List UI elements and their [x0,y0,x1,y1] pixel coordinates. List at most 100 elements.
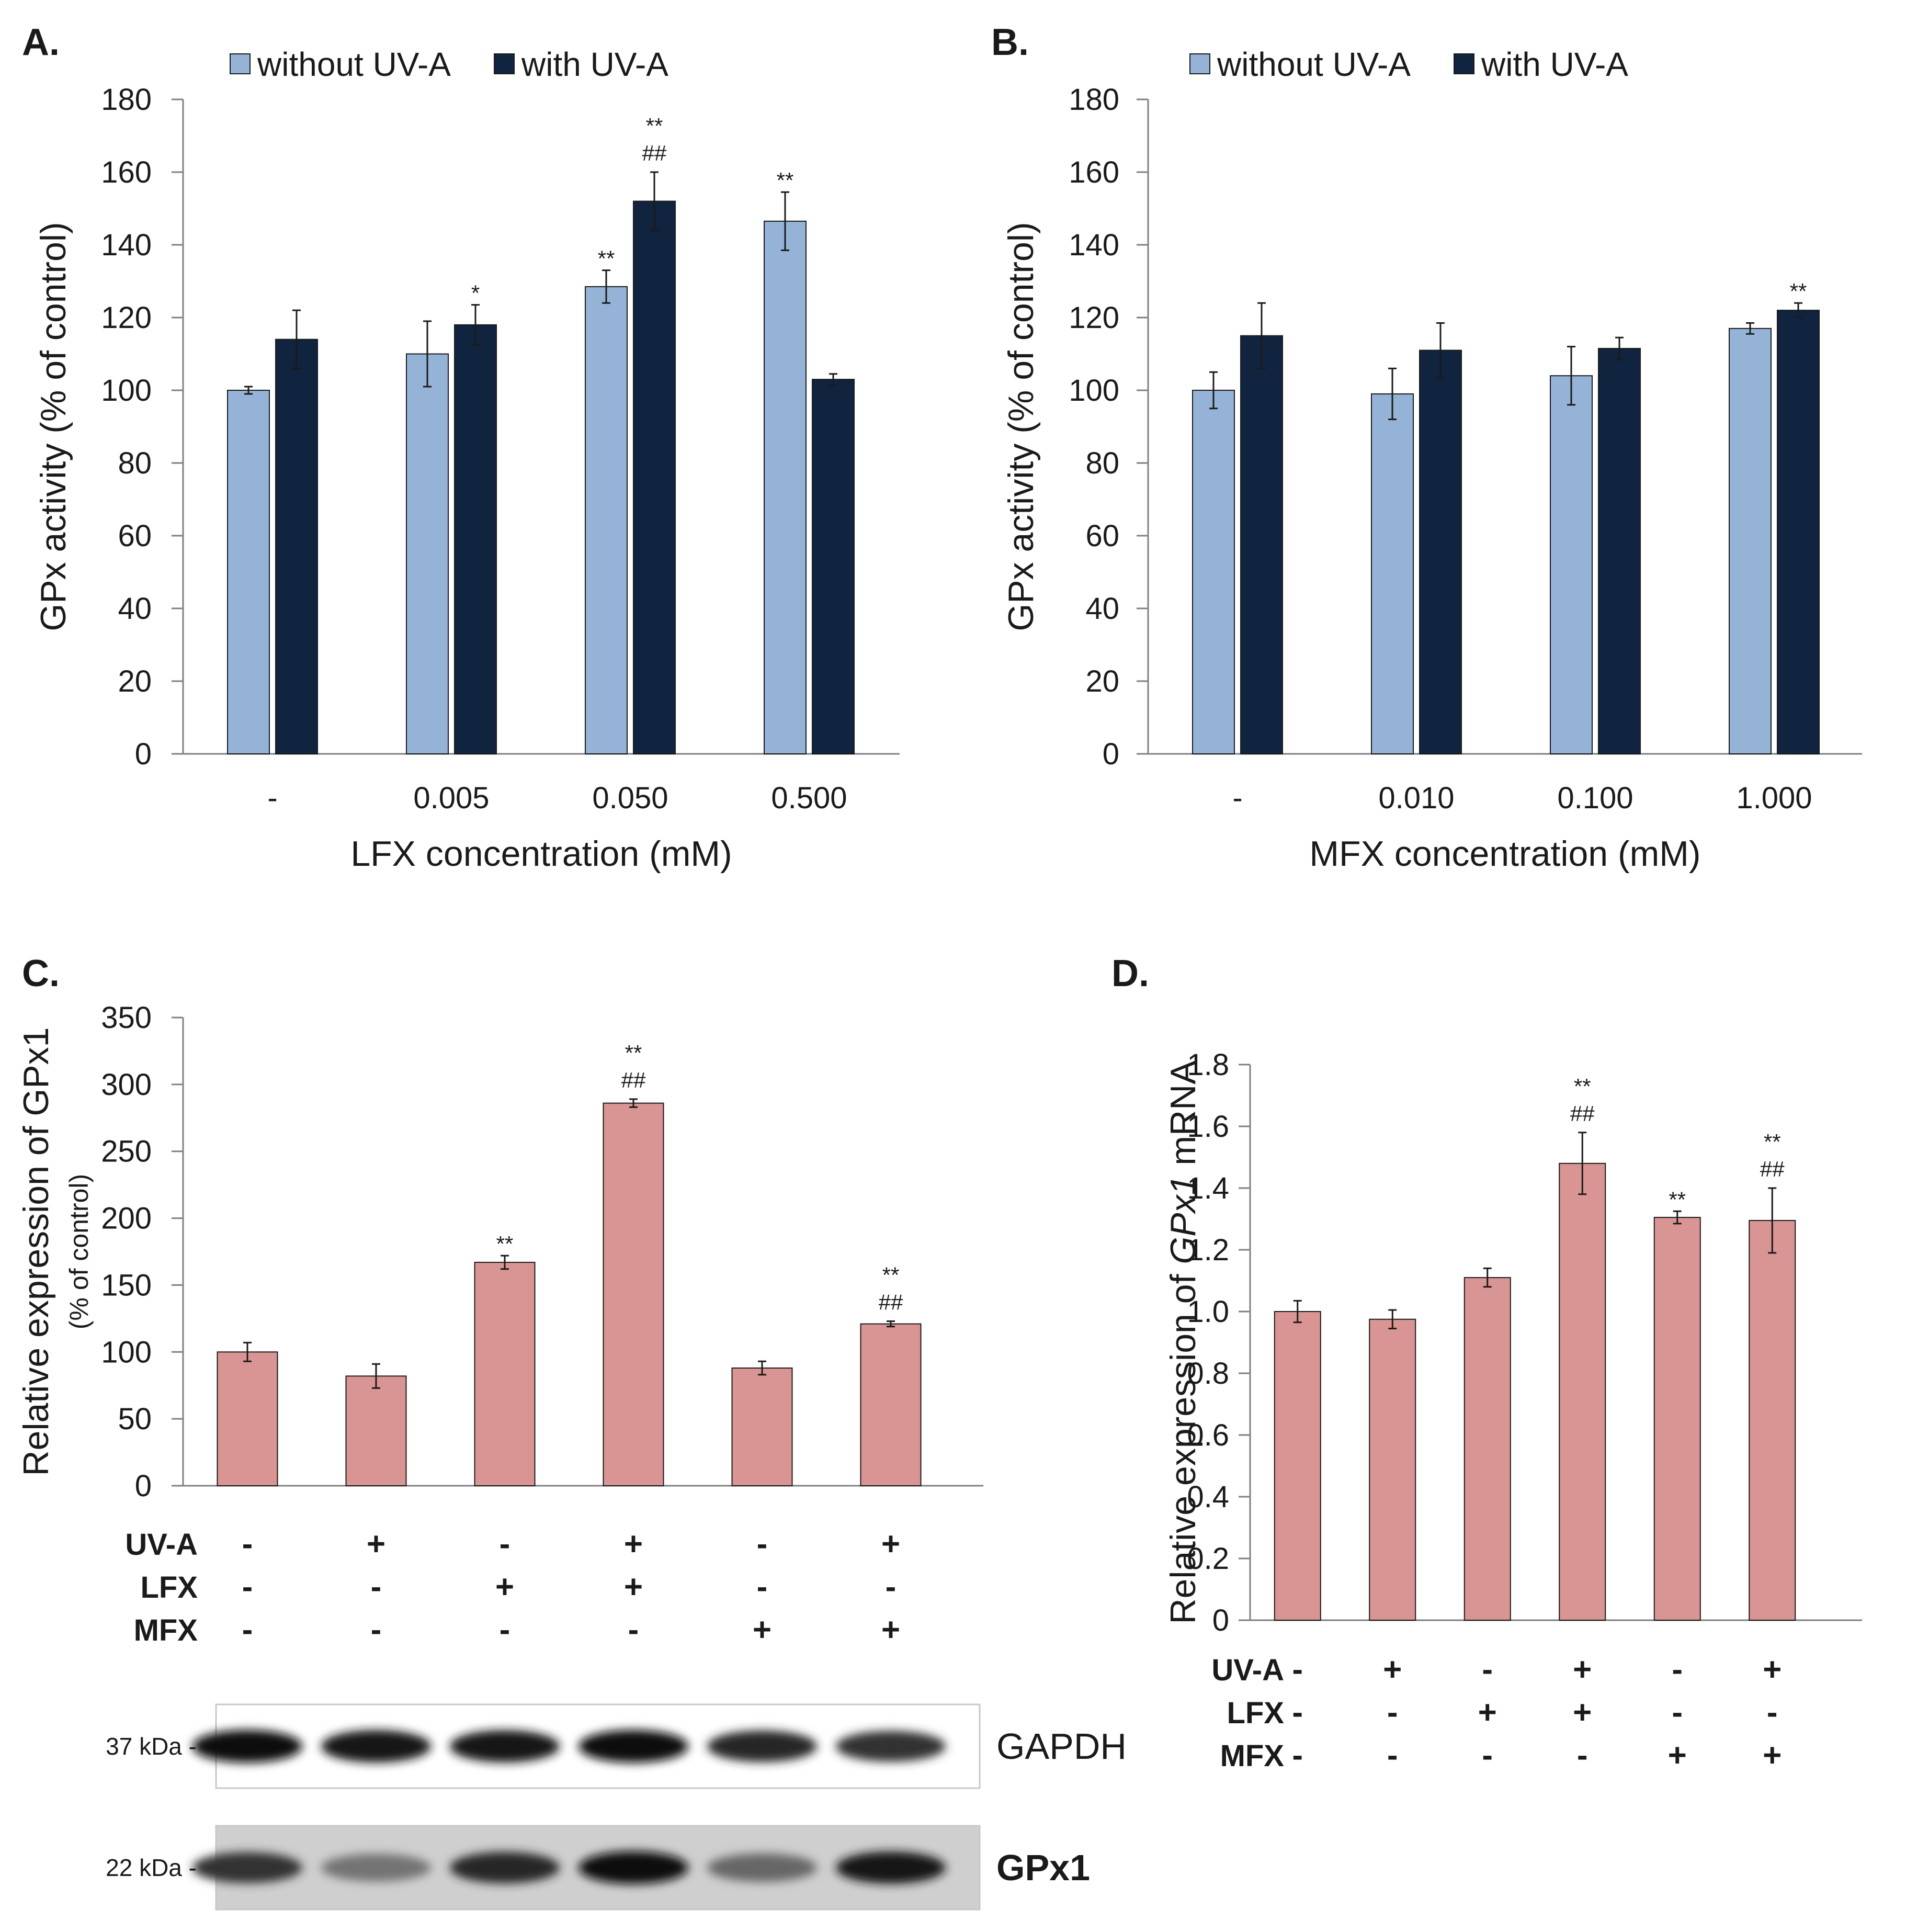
panel-d-condition-sign: - [1387,1694,1398,1731]
panel-c-blot-band [321,1854,431,1882]
panel-d-bar [1369,1318,1416,1621]
panel-c-significance-label: ## [621,1068,646,1092]
panel-a-significance-label: ## [642,141,667,165]
panel-b-x-axis-title: MFX concentration (mM) [1309,834,1700,874]
panel-d-significance-label: ** [1669,1187,1686,1212]
panel-d-y-axis-title-part: GPx1 [1163,1176,1203,1264]
panel-c-blot-band [192,1730,302,1763]
panel-a-bar [275,338,318,754]
panel-c-blot-name: GPx1 [996,1847,1090,1888]
panel-c-blot-name: GAPDH [996,1726,1127,1767]
panel-c-y-tick-label: 100 [101,1335,152,1369]
panel-a-y-tick-label: 180 [101,83,152,117]
panel-c-condition-sign: - [886,1569,897,1605]
panel-b-bar [1550,375,1593,754]
panel-d-condition-sign: - [1672,1652,1683,1688]
panel-d-y-axis-title: Relative expression of GPx1 mRNA [1163,1060,1203,1624]
panel-d-condition-sign: - [1292,1652,1303,1688]
panel-d-y-tick-label: 1.4 [1187,1171,1229,1205]
panel-b-legend-label: without UV-A [1217,46,1411,83]
panel-c-blot-band [450,1730,560,1762]
panel-c-y-tick-label: 350 [101,1001,152,1035]
panel-b-bar [1192,390,1235,754]
panel-c-significance-label: ** [625,1041,642,1065]
panel-c-blot-kda-label: 37 kDa - [106,1733,197,1760]
panel-d-y-axis-title-part: mRNA [1163,1060,1203,1176]
panel-c-condition-sign: + [495,1569,514,1605]
panel-d-condition-sign: - [1577,1737,1588,1773]
panel-d-bar [1653,1217,1701,1621]
panel-c-y-tick-label: 200 [101,1202,152,1236]
panel-c-bar [731,1367,793,1486]
panel-c-condition-sign: - [757,1526,768,1562]
panel-c-bar [345,1375,407,1486]
panel-c-bar [860,1323,922,1486]
panel-d-condition-sign: + [1478,1694,1497,1731]
panel-a-y-tick-label: 0 [135,737,152,771]
panel-d-y-tick-label: 0.4 [1187,1480,1229,1514]
panel-c-y-tick-label: 300 [101,1068,152,1102]
panel-d-condition-sign: - [1292,1694,1303,1731]
panel-a-x-axis-title: LFX concentration (mM) [350,834,732,874]
panel-c-blot-band [578,1730,688,1763]
panel-b-y-tick-label: 180 [1069,83,1119,117]
panel-d-y-tick-label: 1.2 [1187,1233,1229,1267]
panel-b-y-tick-label: 20 [1085,664,1119,698]
panel-d-significance-label: ** [1764,1129,1781,1154]
panel-d-condition-label: UV-A [1211,1653,1284,1687]
panel-c-y-tick-label: 50 [118,1402,152,1436]
panel-d-significance-label: ## [1760,1157,1785,1181]
panel-c-condition-sign: - [500,1612,510,1648]
panel-d-significance-label: ## [1570,1101,1595,1126]
panel-c-bar [217,1351,278,1486]
panel-d-chart: D.00.20.40.60.81.01.21.41.61.8##****##**… [1111,953,1862,1773]
panel-c-condition-sign: + [881,1612,900,1648]
panel-d-condition-sign: - [1387,1737,1398,1773]
panel-d-bar [1749,1219,1796,1621]
panel-c-blot-band [450,1851,560,1884]
panel-a-bar [812,379,855,754]
panel-c-condition-sign: + [367,1526,385,1562]
panel-b-x-tick-label: 1.000 [1736,781,1812,815]
panel-c-blot-band [836,1731,946,1762]
panel-a-y-tick-label: 160 [101,155,152,189]
panel-d-condition-sign: - [1767,1694,1778,1731]
panel-c-blot-band [192,1852,302,1883]
panel-b-y-tick-label: 0 [1103,737,1119,771]
panel-a-y-axis-title: GPx activity (% of control) [33,222,73,631]
panel-a-bar [633,200,676,755]
panel-b-label: B. [991,21,1029,63]
panel-a-chart: A. 0 20 40 60 80 100 120 140 160 180 - * 0.005 ** ## ** 0… [22,21,900,874]
panel-c-y-tick-label: 150 [101,1268,152,1302]
panel-b-y-axis-title: GPx activity (% of control) [1001,222,1041,631]
panel-b-y-tick-label: 60 [1085,519,1119,553]
panel-b-legend-swatch [1189,53,1210,74]
panel-c-label: C. [22,953,60,995]
panel-d-y-axis-title-part: Relative expression of [1163,1264,1203,1624]
panel-c-condition-sign: - [371,1612,382,1648]
panel-c-blot-band [707,1730,817,1762]
panel-a-y-tick-label: 120 [101,301,152,335]
panel-d-y-tick-label: 1.0 [1187,1295,1229,1329]
panel-c-condition-label: LFX [140,1571,198,1605]
panel-d-y-tick-label: 1.6 [1187,1110,1229,1144]
panel-a-label: A. [22,21,60,63]
panel-b-significance-label: ** [1790,279,1807,303]
panel-c-blot-band [321,1730,431,1763]
panel-a-bar [227,390,270,754]
panel-b-legend-swatch [1454,53,1474,74]
panel-c-condition-sign: - [500,1526,510,1562]
panel-a-y-tick-label: 20 [118,664,152,698]
panel-a-x-tick-label: 0.005 [413,781,489,815]
panel-c-blot-band [578,1851,688,1884]
panel-a-significance-label: ** [646,114,663,138]
panel-a-x-tick-label: 0.050 [592,781,668,815]
panel-d-y-tick-label: 0.2 [1187,1542,1229,1576]
panel-d-bar [1274,1311,1321,1621]
panel-b-y-tick-label: 80 [1085,446,1119,480]
panel-c-significance-label: ## [879,1290,903,1314]
panel-b-bar [1371,393,1414,754]
panel-d-condition-label: MFX [1220,1739,1285,1773]
panel-d-significance-label: ** [1574,1074,1591,1099]
panel-c-condition-sign: + [881,1526,900,1562]
